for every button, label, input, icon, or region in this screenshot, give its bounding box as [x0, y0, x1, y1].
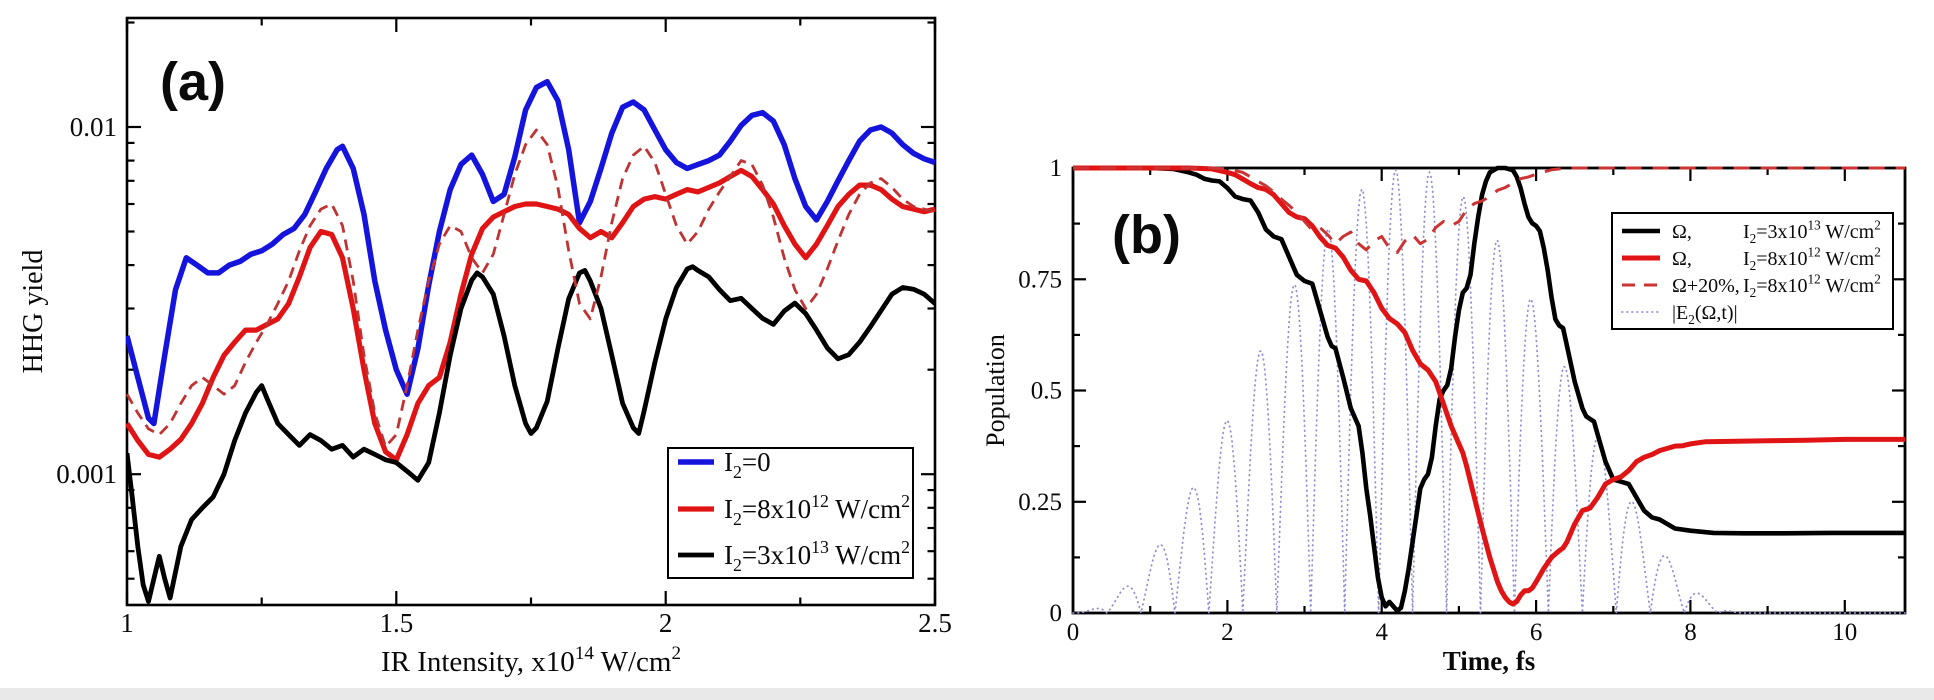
- series-red-dashed: [1073, 166, 1905, 254]
- x-tick-label: 10: [1832, 619, 1857, 646]
- legend-label-value: I2=8x1012 W/cm2: [1743, 271, 1881, 299]
- legend: I2=0 I2=8x1012 W/cm2 I2=3x1013 W/cm2: [667, 447, 914, 579]
- x-tick-label: 4: [1375, 619, 1388, 646]
- series-group: [126, 78, 936, 604]
- y-tick-label: 0.25: [1018, 489, 1062, 516]
- series-red-dashed: [126, 128, 936, 449]
- y-tick-label: 0.01: [70, 112, 117, 142]
- series-blue-solid: [126, 78, 936, 427]
- x-tick-label: 2: [1221, 619, 1234, 646]
- legend-label: |E2(Ω,t)|: [1672, 302, 1738, 327]
- legend-label: Ω,: [1672, 248, 1692, 270]
- axis-ticks: [125, 18, 937, 605]
- series-black-solid: [126, 264, 936, 604]
- x-tick-label: 2: [659, 608, 673, 638]
- legend-label: I2=0: [724, 447, 771, 482]
- chart-panel-a: 1 1.5 2 2.5 0.001 0.01 IR Intensity, x1014 W/c…: [18, 16, 952, 678]
- x-tick-label: 1: [120, 608, 134, 638]
- legend-label: I2=3x1013 W/cm2: [724, 537, 910, 575]
- y-axis-label: Population: [981, 334, 1010, 447]
- x-tick-label: 8: [1684, 619, 1697, 646]
- tick-labels: 1 1.5 2 2.5 0.001 0.01: [56, 112, 952, 638]
- legend: Ω, I2=3x1013 W/cm2 Ω, I2=8x1012 W/cm2Ω+20%,…: [1611, 212, 1894, 330]
- x-axis-label: IR Intensity, x1014 W/cm2: [381, 643, 681, 678]
- y-tick-label: 0.75: [1018, 266, 1062, 293]
- x-tick-label: 1.5: [379, 608, 413, 638]
- legend-label: Ω,: [1672, 221, 1692, 243]
- y-tick-label: 1: [1050, 155, 1063, 182]
- y-tick-label: 0: [1050, 600, 1063, 627]
- panel-label: (b): [1112, 205, 1181, 265]
- legend-label: I2=8x1012 W/cm2: [724, 491, 910, 529]
- panel-label: (a): [160, 52, 226, 112]
- x-tick-label: 2.5: [918, 608, 952, 638]
- series-group: [1072, 165, 1906, 614]
- legend-label: Ω+20%,: [1672, 275, 1740, 297]
- y-axis-label: HHG yield: [18, 250, 49, 374]
- legend-label-value: I2=8x1012 W/cm2: [1743, 244, 1881, 272]
- legend-label-value: I2=3x1013 W/cm2: [1743, 217, 1881, 245]
- series-red-solid: [126, 167, 936, 463]
- x-axis-label: Time, fs: [1443, 646, 1536, 676]
- y-tick-label: 0.001: [56, 459, 117, 489]
- tick-labels: 0 2 4 6 8 10 0 0.25 0.5 0.75 1: [1018, 155, 1857, 646]
- series-black-solid: [1073, 165, 1905, 614]
- chart-panel-b: 0 2 4 6 8 10 0 0.25 0.5 0.75 1 Time, fs Population Ω,…: [981, 155, 1907, 676]
- y-tick-label: 0.5: [1031, 378, 1062, 405]
- x-tick-label: 6: [1530, 619, 1543, 646]
- x-tick-label: 0: [1067, 619, 1080, 646]
- series-blue-dotted: [1072, 168, 1906, 614]
